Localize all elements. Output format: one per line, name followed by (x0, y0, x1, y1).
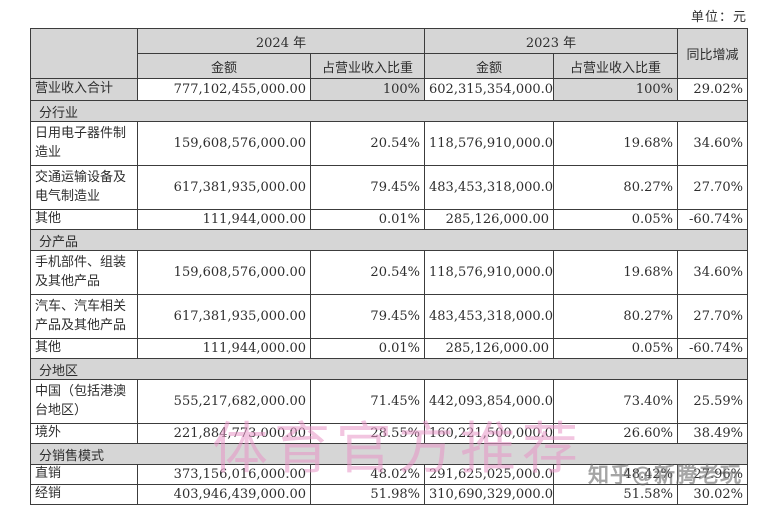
share-2024-cell: 0.01% (310, 338, 425, 359)
header-amount-2023: 金额 (424, 53, 554, 79)
table-row: 其他 111,944,000.00 0.01% 285,126,000.00 0.05%… (30, 338, 748, 359)
corner-cell (30, 28, 138, 79)
share-2024-cell: 20.54% (310, 121, 425, 166)
share-2024-cell: 71.45% (310, 379, 425, 424)
share-2024-cell: 51.98% (310, 484, 425, 505)
row-label-cell: 手机部件、组装及其他产品 (30, 250, 138, 295)
share-2023-cell: 0.05% (553, 209, 678, 230)
yoy-cell: 27.96% (677, 464, 748, 485)
share-2024-cell: 20.54% (310, 250, 425, 295)
row-label-cell: 经销 (30, 484, 138, 505)
section-title: 分产品 (30, 229, 748, 251)
table-row: 直销 373,156,016,000.00 48.02% 291,625,025,00… (30, 464, 748, 485)
amount-2023-cell: 285,126,000.00 (424, 209, 554, 230)
share-2024-cell: 28.55% (310, 423, 425, 444)
amount-2024-cell: 373,156,016,000.00 (137, 464, 311, 485)
amount-2024-cell: 777,102,455,000.00 (137, 78, 311, 101)
share-2024-cell: 100% (310, 78, 425, 101)
amount-2023-cell: 483,453,318,000.00 (424, 165, 554, 210)
share-2023-cell: 48.42% (553, 464, 678, 485)
revenue-breakdown-table: 2024 年 2023 年 同比增减 金额 占营业收入比重 金额 占营业收入比重… (30, 28, 748, 505)
header-share-2023: 占营业收入比重 (553, 53, 678, 79)
section-row: 分销售模式 (30, 443, 748, 465)
amount-2024-cell: 111,944,000.00 (137, 209, 311, 230)
amount-2024-cell: 159,608,576,000.00 (137, 250, 311, 295)
header-amount-2024: 金额 (137, 53, 311, 79)
amount-2024-cell: 617,381,935,000.00 (137, 165, 311, 210)
yoy-cell: 27.70% (677, 165, 748, 210)
header-yoy-change: 同比增减 (677, 28, 748, 79)
share-2023-cell: 0.05% (553, 338, 678, 359)
share-2023-cell: 80.27% (553, 294, 678, 339)
table-row: 营业收入合计 777,102,455,000.00 100% 602,315,354,… (30, 78, 748, 101)
amount-2023-cell: 291,625,025,000.00 (424, 464, 554, 485)
amount-2023-cell: 118,576,910,000.00 (424, 121, 554, 166)
yoy-cell: 25.59% (677, 379, 748, 424)
row-label-cell: 其他 (30, 209, 138, 230)
section-title: 分地区 (30, 358, 748, 380)
section-row: 分产品 (30, 229, 748, 251)
row-label-cell: 中国（包括港澳台地区） (30, 379, 138, 424)
section-title: 分行业 (30, 100, 748, 122)
header-year-2023: 2023 年 (424, 28, 678, 54)
yoy-cell: 27.70% (677, 294, 748, 339)
amount-2023-cell: 160,221,500,000.00 (424, 423, 554, 444)
yoy-cell: 38.49% (677, 423, 748, 444)
row-label-cell: 直销 (30, 464, 138, 485)
amount-2024-cell: 617,381,935,000.00 (137, 294, 311, 339)
row-label-cell: 其他 (30, 338, 138, 359)
row-label-cell: 交通运输设备及电气制造业 (30, 165, 138, 210)
header-year-2024: 2024 年 (137, 28, 425, 54)
section-row: 分地区 (30, 358, 748, 380)
amount-2023-cell: 602,315,354,000.00 (424, 78, 554, 101)
share-2024-cell: 79.45% (310, 165, 425, 210)
amount-2024-cell: 403,946,439,000.00 (137, 484, 311, 505)
share-2023-cell: 80.27% (553, 165, 678, 210)
table-row: 其他 111,944,000.00 0.01% 285,126,000.00 0.05%… (30, 209, 748, 230)
section-title: 分销售模式 (30, 443, 748, 465)
yoy-cell: 34.60% (677, 250, 748, 295)
table-row: 汽车、汽车相关产品及其他产品 617,381,935,000.00 79.45% 48… (30, 294, 748, 339)
share-2023-cell: 73.40% (553, 379, 678, 424)
amount-2023-cell: 285,126,000.00 (424, 338, 554, 359)
row-label-cell: 日用电子器件制造业 (30, 121, 138, 166)
header-share-2024: 占营业收入比重 (310, 53, 425, 79)
row-label-cell: 境外 (30, 423, 138, 444)
share-2023-cell: 51.58% (553, 484, 678, 505)
yoy-cell: 30.02% (677, 484, 748, 505)
amount-2024-cell: 111,944,000.00 (137, 338, 311, 359)
amount-2023-cell: 310,690,329,000.00 (424, 484, 554, 505)
yoy-cell: -60.74% (677, 209, 748, 230)
amount-2024-cell: 159,608,576,000.00 (137, 121, 311, 166)
share-2024-cell: 48.02% (310, 464, 425, 485)
amount-2024-cell: 221,884,773,000.00 (137, 423, 311, 444)
share-2023-cell: 26.60% (553, 423, 678, 444)
table-row: 手机部件、组装及其他产品 159,608,576,000.00 20.54% 118,… (30, 250, 748, 295)
section-row: 分行业 (30, 100, 748, 122)
share-2024-cell: 0.01% (310, 209, 425, 230)
share-2023-cell: 19.68% (553, 250, 678, 295)
amount-2023-cell: 442,093,854,000.00 (424, 379, 554, 424)
share-2024-cell: 79.45% (310, 294, 425, 339)
yoy-cell: 29.02% (677, 78, 748, 101)
table-body: 营业收入合计 777,102,455,000.00 100% 602,315,354,… (30, 78, 748, 505)
amount-2023-cell: 483,453,318,000.00 (424, 294, 554, 339)
row-label-cell: 汽车、汽车相关产品及其他产品 (30, 294, 138, 339)
amount-2024-cell: 555,217,682,000.00 (137, 379, 311, 424)
unit-note: 单位：元 (690, 10, 747, 25)
table-row: 境外 221,884,773,000.00 28.55% 160,221,500,00… (30, 423, 748, 444)
row-label-cell: 营业收入合计 (30, 78, 138, 101)
share-2023-cell: 19.68% (553, 121, 678, 166)
amount-2023-cell: 118,576,910,000.00 (424, 250, 554, 295)
table-row: 经销 403,946,439,000.00 51.98% 310,690,329,00… (30, 484, 748, 505)
table-row: 日用电子器件制造业 159,608,576,000.00 20.54% 118,576… (30, 121, 748, 166)
table-row: 交通运输设备及电气制造业 617,381,935,000.00 79.45% 483,… (30, 165, 748, 210)
yoy-cell: 34.60% (677, 121, 748, 166)
share-2023-cell: 100% (553, 78, 678, 101)
table-row: 中国（包括港澳台地区） 555,217,682,000.00 71.45% 442,0… (30, 379, 748, 424)
yoy-cell: -60.74% (677, 338, 748, 359)
table-header: 2024 年 2023 年 同比增减 金额 占营业收入比重 金额 占营业收入比重 (30, 28, 748, 79)
